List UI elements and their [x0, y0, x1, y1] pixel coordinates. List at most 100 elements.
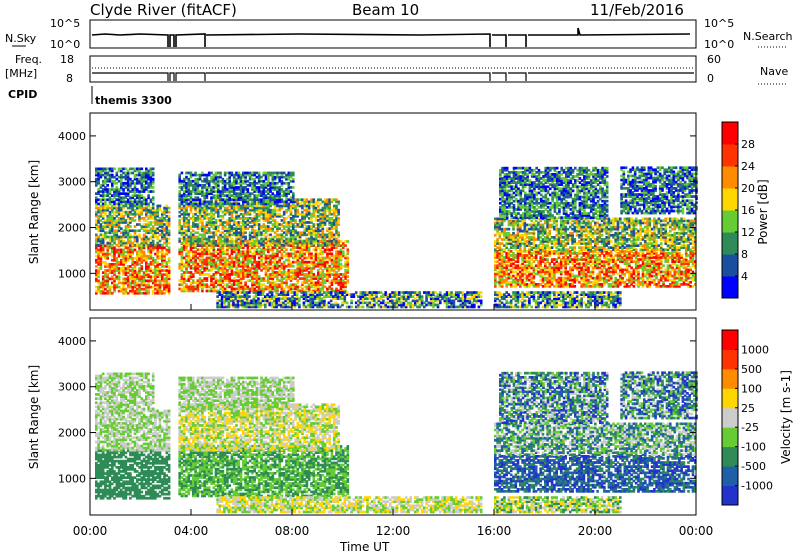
power-cell	[101, 202, 105, 206]
power-cell	[120, 177, 123, 181]
power-cell	[289, 204, 293, 208]
power-cell	[228, 190, 231, 193]
power-cell	[214, 273, 218, 276]
power-cell	[316, 305, 319, 309]
power-cell	[161, 231, 164, 235]
power-cell	[210, 212, 213, 216]
power-cell	[342, 273, 345, 276]
power-cell	[242, 260, 245, 264]
power-cell	[106, 246, 109, 250]
power-cell	[228, 279, 231, 282]
power-cell	[151, 269, 155, 272]
power-cell	[180, 171, 184, 175]
power-cell	[113, 229, 116, 233]
power-cell	[229, 297, 233, 301]
power-cell	[232, 233, 236, 237]
power-cell	[344, 244, 347, 247]
power-cell	[235, 204, 238, 208]
power-cell	[235, 258, 238, 262]
power-cell	[257, 219, 261, 222]
power-cell	[182, 206, 186, 210]
power-cell	[321, 246, 325, 249]
power-cell	[271, 287, 275, 291]
power-cell	[285, 194, 288, 197]
power-cell	[192, 275, 195, 278]
power-cell	[242, 277, 245, 280]
power-cell	[182, 184, 186, 187]
power-cell	[236, 305, 240, 309]
power-cell	[364, 291, 367, 294]
power-cell	[205, 186, 209, 189]
power-cell	[319, 256, 322, 260]
power-cell	[311, 299, 315, 303]
power-cell	[350, 295, 353, 298]
power-cell	[239, 221, 243, 224]
power-cell	[212, 231, 216, 235]
power-cell	[287, 275, 291, 278]
power-cell	[246, 221, 250, 224]
power-cell	[294, 237, 297, 241]
power-cell	[332, 273, 336, 276]
power-cell	[346, 256, 350, 260]
power-cell	[285, 196, 288, 200]
power-cell	[108, 252, 112, 256]
power-cell	[287, 277, 291, 280]
power-cell	[198, 190, 202, 193]
power-cell	[117, 248, 121, 252]
power-cell	[106, 275, 109, 279]
power-cell	[303, 198, 306, 202]
power-cell	[151, 289, 155, 293]
power-cell	[255, 223, 259, 226]
power-cell	[235, 196, 238, 200]
power-cell	[126, 198, 130, 202]
power-cell	[192, 250, 195, 254]
power-cell	[260, 204, 263, 208]
power-cell	[205, 192, 209, 195]
power-cell	[235, 271, 238, 274]
power-cell	[219, 256, 222, 260]
power-cell	[273, 175, 277, 179]
power-cell	[257, 264, 261, 268]
power-cell	[339, 291, 342, 294]
power-cell	[350, 293, 353, 296]
power-cell	[201, 179, 204, 183]
power-cell	[101, 214, 105, 218]
power-cell	[126, 258, 130, 262]
power-cell	[214, 254, 218, 258]
power-cell	[104, 186, 107, 189]
power-cell	[108, 223, 112, 226]
power-cell	[276, 264, 279, 268]
power-cell	[145, 258, 148, 262]
power-cell	[142, 258, 146, 262]
power-cell	[317, 277, 320, 280]
power-cell	[218, 303, 222, 307]
power-cell	[147, 237, 150, 241]
power-cell	[302, 295, 306, 298]
power-cell	[287, 231, 291, 235]
power-cell	[214, 204, 218, 208]
power-cell	[228, 233, 231, 237]
power-cell	[241, 291, 244, 294]
power-cell	[269, 190, 272, 193]
power-cell	[203, 208, 206, 212]
power-cell	[255, 235, 259, 239]
power-cell	[314, 283, 318, 287]
power-cell	[309, 299, 312, 303]
power-cell	[120, 289, 123, 293]
power-cell	[269, 237, 272, 241]
power-cell	[104, 281, 107, 285]
power-cell	[111, 214, 114, 218]
power-cell	[196, 269, 200, 272]
power-cell	[210, 283, 213, 287]
power-cell	[237, 194, 241, 197]
power-cell	[228, 277, 231, 280]
power-cell	[285, 264, 288, 268]
power-cell	[344, 289, 347, 293]
power-cell	[117, 175, 121, 179]
power-cell	[97, 202, 100, 206]
power-cell	[273, 188, 277, 191]
power-cell	[237, 283, 241, 287]
power-cell	[187, 252, 191, 256]
power-cell	[203, 173, 206, 177]
power-cell	[386, 293, 390, 296]
